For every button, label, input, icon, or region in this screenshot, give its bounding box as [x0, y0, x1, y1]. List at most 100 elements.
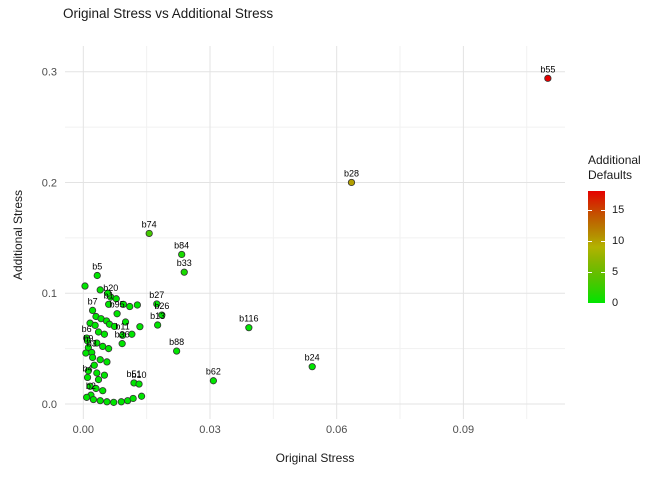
data-point: [104, 289, 112, 297]
legend-title-line2: Defaults: [588, 168, 633, 182]
data-point: [103, 358, 111, 366]
point-label: b74: [142, 219, 157, 229]
point-label: b24: [305, 353, 320, 363]
data-point: [135, 380, 143, 388]
data-point: [129, 394, 137, 403]
data-point: [137, 392, 146, 400]
legend-tick-mark: [601, 240, 605, 242]
data-point: [153, 300, 161, 308]
point-label: b3: [87, 338, 97, 348]
data-point: [118, 331, 127, 339]
x-tick-label: 0.03: [199, 424, 220, 436]
data-point: [158, 311, 166, 319]
data-point: [93, 369, 101, 377]
x-tick-label: 0.09: [453, 424, 474, 436]
legend-tick-label: 5: [612, 265, 619, 278]
legend-gradient-bar: [588, 191, 605, 303]
point-label: b1: [104, 290, 114, 300]
data-point: [93, 339, 101, 347]
data-point: [126, 302, 134, 311]
data-point: [89, 395, 98, 404]
data-point: [82, 349, 90, 357]
point-label: b20: [103, 283, 118, 293]
data-point: [209, 377, 217, 385]
color-legend: Additional Defaults 0 5 10 15: [588, 153, 672, 326]
data-point: [96, 356, 104, 364]
point-label: b95: [110, 300, 125, 310]
data-point: [117, 398, 125, 406]
legend-tick-mark: [601, 303, 605, 304]
data-point: [99, 342, 107, 350]
data-point: [88, 353, 97, 362]
data-point: [180, 268, 188, 276]
data-point: [103, 398, 111, 406]
point-label: b6: [82, 324, 92, 334]
data-point: [133, 301, 141, 309]
data-point: [110, 322, 119, 331]
point-label: b27: [149, 290, 164, 300]
point-label: b28: [344, 168, 359, 178]
point-label: b36: [115, 330, 130, 340]
data-point: [84, 367, 92, 375]
point-label: b4: [83, 363, 93, 373]
x-axis-title: Original Stress: [275, 451, 355, 465]
data-point: [96, 397, 104, 405]
data-point: [83, 373, 92, 382]
x-tick-label: 0.00: [73, 424, 94, 436]
y-tick-label: 0.1: [42, 288, 57, 300]
data-point: [119, 300, 128, 308]
data-point: [94, 328, 103, 336]
data-point: [112, 295, 120, 303]
legend-gradient-wrap: 0 5 10 15: [588, 191, 672, 326]
legend-tick-mark: [588, 303, 592, 304]
data-point: [100, 371, 109, 379]
data-point: [83, 337, 92, 345]
y-tick-label: 0.2: [42, 177, 57, 189]
data-point: [118, 340, 126, 348]
data-point: [105, 300, 113, 308]
point-label: b116: [239, 314, 258, 324]
data-point: [173, 347, 181, 355]
point-label: b62: [206, 367, 221, 377]
data-point: [308, 363, 316, 371]
point-label: b5: [92, 262, 102, 272]
point-label: b26: [154, 301, 169, 311]
y-tick-label: 0.3: [42, 67, 57, 79]
data-point: [154, 321, 162, 329]
data-point: [81, 282, 89, 290]
legend-tick-mark: [588, 271, 592, 273]
point-label: b11: [115, 321, 129, 331]
data-point: [100, 330, 109, 338]
data-point: [92, 384, 100, 393]
legend-tick-label: 10: [612, 234, 625, 247]
point-label: b55: [540, 64, 555, 74]
legend-tick-mark: [601, 271, 605, 273]
legend-tick-mark: [588, 209, 592, 211]
data-point: [94, 376, 103, 384]
legend-tick-mark: [601, 209, 605, 211]
legend-tick-label: 15: [612, 203, 625, 216]
point-label: b13: [150, 311, 165, 321]
data-point: [96, 286, 104, 294]
point-label: b9: [83, 334, 93, 344]
data-point: [121, 318, 130, 326]
x-tick-label: 0.06: [326, 424, 347, 436]
data-point: [347, 178, 356, 187]
data-point: [90, 361, 98, 369]
data-point: [113, 310, 121, 318]
y-axis-title: Additional Stress: [11, 189, 25, 281]
y-tick-label: 0.0: [42, 399, 57, 411]
legend-tick-mark: [588, 240, 592, 242]
data-point: [83, 393, 91, 401]
data-point: [93, 271, 101, 280]
data-point: [99, 387, 107, 395]
data-point: [110, 398, 118, 406]
data-point: [91, 321, 99, 329]
legend-title-line1: Additional: [588, 153, 641, 167]
point-label: b7: [88, 296, 98, 306]
data-point: [88, 306, 97, 314]
data-point: [145, 229, 153, 238]
point-label: b84: [174, 240, 189, 250]
